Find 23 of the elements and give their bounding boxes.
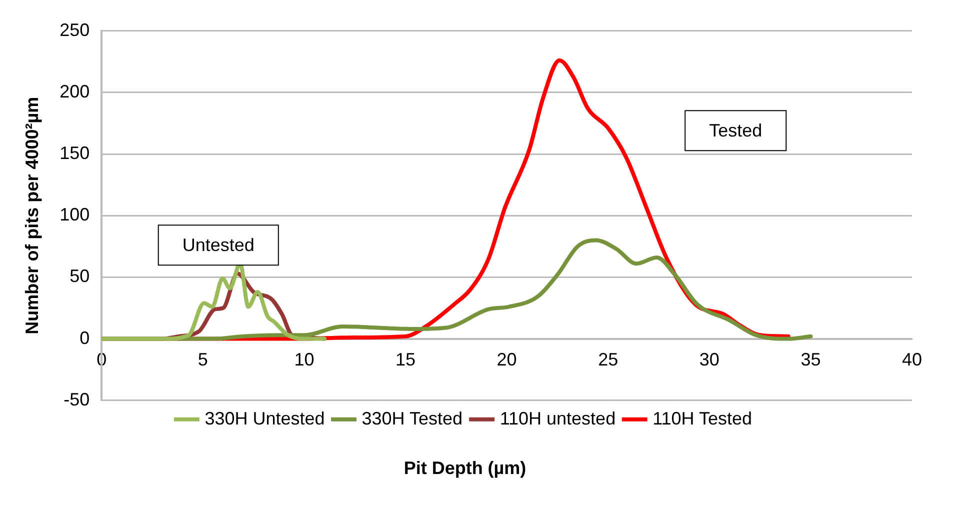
legend-label: 110H untested — [500, 408, 616, 428]
x-tick-label: 10 — [294, 350, 314, 370]
y-tick-label: 250 — [60, 20, 90, 40]
x-tick-label: 35 — [800, 350, 821, 370]
annotation: Tested — [709, 120, 762, 141]
y-tick-label: 200 — [60, 81, 90, 102]
x-tick-label: 25 — [598, 350, 618, 370]
x-tick-label: 5 — [198, 350, 208, 370]
y-tick-label: 100 — [60, 204, 90, 225]
y-tick-label: 50 — [70, 266, 90, 286]
x-tick-label: 30 — [699, 350, 720, 370]
x-tick-label: 20 — [496, 350, 517, 370]
legend-label: 110H Tested — [652, 408, 752, 428]
y-tick-label: 0 — [80, 328, 90, 348]
y-tick-label: 150 — [60, 142, 90, 163]
y-axis-title: Number of pits per 4000²µm — [22, 96, 42, 334]
x-tick-label: 15 — [396, 350, 416, 370]
y-tick-label: -50 — [64, 389, 90, 410]
legend-label: 330H Tested — [362, 408, 463, 428]
annotation: Untested — [182, 235, 254, 256]
legend-label: 330H Untested — [204, 408, 325, 428]
x-axis-title: Pit Depth (µm) — [404, 458, 526, 478]
x-tick-label: 40 — [902, 350, 922, 370]
